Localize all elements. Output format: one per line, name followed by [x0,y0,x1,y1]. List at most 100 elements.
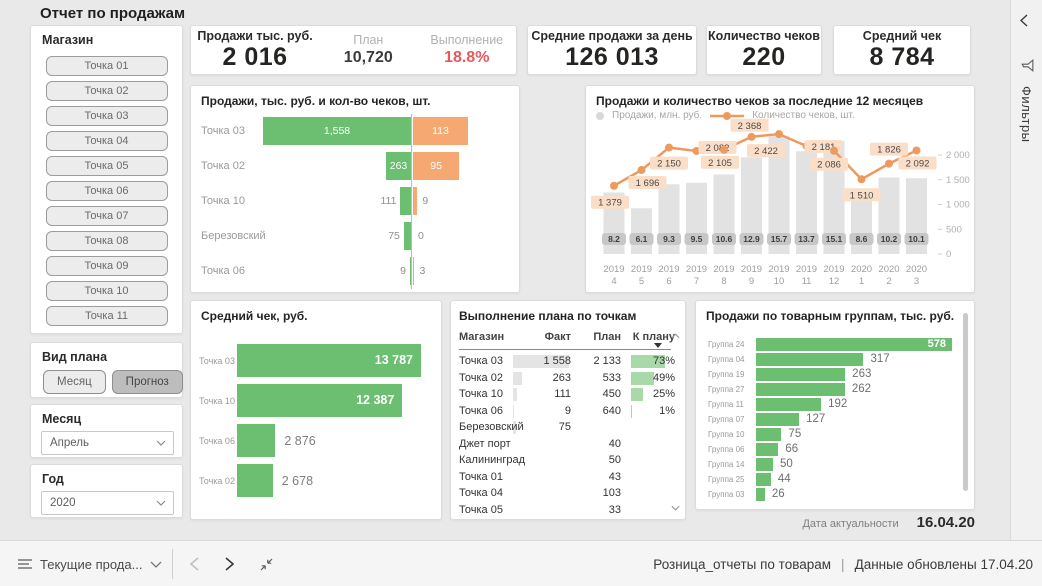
receipts-data-point[interactable] [885,159,893,168]
receipts-data-point[interactable] [830,146,838,155]
sales-bar[interactable] [410,257,411,285]
bar-value-label: 75 [788,428,802,440]
group-sales-bar[interactable] [756,368,846,381]
bar-value-pill [822,233,846,245]
table-row-Точка 04[interactable]: Точка 04 103 [451,485,685,502]
sort-descending-icon[interactable] [654,343,662,348]
table-row-Точка 06[interactable]: Точка 06 9 640 1% [451,403,685,420]
receipts-bar[interactable]: 113 [413,117,468,145]
group-sales-bar[interactable] [756,443,779,456]
legend-line-label: Количество чеков, шт. [752,110,855,121]
sales-column-2019-10[interactable] [768,136,790,254]
scroll-up-icon[interactable] [671,333,680,339]
receipts-data-point[interactable] [775,130,783,139]
store-button-5[interactable]: Точка 05 [45,156,168,176]
bar-value-pill [684,233,709,245]
receipts-data-point[interactable] [610,181,618,190]
sales-column-2019-5[interactable] [631,208,652,254]
store-button-6[interactable]: Точка 06 [45,181,168,201]
col-fact[interactable]: Факт [544,331,571,343]
store-button-10[interactable]: Точка 10 [45,281,168,301]
expand-pane-chevron-icon[interactable] [1020,14,1028,27]
table-row-Джет порт[interactable]: Джет порт 40 [451,436,685,453]
plan-type-button-2[interactable]: Прогноз [111,370,183,394]
fit-to-page-icon[interactable] [260,558,273,571]
group-sales-bar[interactable] [756,383,845,396]
chevron-down-icon [156,500,166,506]
scroll-down-icon[interactable] [671,505,680,511]
sales-column-2019-9[interactable] [741,157,762,254]
year-dropdown[interactable]: 2020 [41,491,174,515]
bar-value-label: 2 876 [284,434,316,448]
cell-store: Точка 02 [459,371,503,384]
avg-check-bar[interactable]: 12 387 [237,384,403,417]
avg-check-bar[interactable] [237,464,273,497]
group-sales-bar[interactable] [756,398,822,411]
receipts-data-point[interactable] [747,132,756,141]
receipts-data-point[interactable] [720,145,728,154]
category-label: Группа 25 [708,475,745,484]
store-button-1[interactable]: Точка 01 [45,56,168,76]
cell-store: Точка 01 [459,470,503,483]
current-page-label: Текущие прода... [40,556,143,572]
table-row-Точка 05[interactable]: Точка 05 33 [451,502,685,519]
sales-bar[interactable] [403,222,411,250]
receipts-data-point[interactable] [857,175,866,184]
table-row-Калининград[interactable]: Калининград 50 [451,452,685,469]
receipts-bar[interactable] [413,257,415,285]
store-button-3[interactable]: Точка 03 [45,106,168,126]
previous-page-icon[interactable] [190,557,199,571]
table-row-Точка 10[interactable]: Точка 10 111 450 25% [451,386,685,403]
sales-bar[interactable]: 1,558 [263,117,411,145]
vertical-scrollbar[interactable] [963,313,968,491]
group-sales-bar[interactable] [756,428,782,441]
filters-pane-collapsed: Фильтры [1010,0,1042,540]
kpi-card-receipt-count: Количество чеков 220 [706,25,822,75]
group-sales-bar[interactable]: 578 [756,338,952,351]
x-axis-month-label: 4 [611,276,616,287]
cell-plan: 50 [608,454,621,466]
line-value-label: 1 696 [636,178,660,189]
store-button-8[interactable]: Точка 08 [45,231,168,251]
next-page-icon[interactable] [225,557,234,571]
table-row-Точка 02[interactable]: Точка 02 263 533 49% [451,370,685,387]
sales-bar[interactable]: 263 [386,152,411,180]
month-dropdown[interactable]: Апрель [41,431,174,455]
receipts-data-point[interactable] [637,166,646,175]
receipts-data-point[interactable] [665,143,673,152]
table-row-Точка 01[interactable]: Точка 01 43 [451,469,685,486]
group-sales-bar[interactable] [756,473,771,486]
fact-data-bar [513,371,523,385]
group-sales-bar[interactable] [756,458,773,471]
kpi-card-avg-check: Средний чек 8 784 [833,25,971,75]
bar-value-label: 9 [400,265,406,277]
kpi-card-avg-daily-sales: Средние продажи за день 126 013 [527,25,697,75]
store-button-2[interactable]: Точка 02 [45,81,168,101]
store-button-9[interactable]: Точка 09 [45,256,168,276]
group-sales-bar[interactable] [756,353,864,366]
store-button-4[interactable]: Точка 04 [45,131,168,151]
table-row-Березовский[interactable]: Березовский 75 [451,419,685,436]
table-row-Точка 03[interactable]: Точка 03 1 558 2 133 73% [451,353,685,370]
groups-plot-area: Группа 24 578 Группа 04 317 Группа 19 263 Груп… [696,337,974,503]
receipts-data-point[interactable] [912,146,921,155]
filter-funnel-icon[interactable] [1020,58,1035,73]
col-to-plan[interactable]: К плану [632,331,675,343]
store-button-7[interactable]: Точка 07 [45,206,168,226]
plan-type-button-1[interactable]: Месяц [43,370,106,394]
col-store[interactable]: Магазин [459,331,505,343]
sales-column-2019-11[interactable] [796,151,817,254]
category-label: Березовский [201,230,266,242]
sales-bar[interactable] [400,187,411,215]
bar-value-label: 13.7 [798,234,815,244]
group-sales-bar[interactable] [756,413,800,426]
page-selector[interactable]: Текущие прода... [18,557,162,572]
y-axis-tick-label: 0 [946,249,951,260]
col-plan[interactable]: План [593,331,621,343]
receipts-bar[interactable] [413,187,418,215]
store-button-11[interactable]: Точка 11 [45,306,168,326]
group-sales-bar[interactable] [756,488,765,501]
receipts-bar[interactable]: 95 [413,152,460,180]
avg-check-bar[interactable] [237,424,276,457]
avg-check-bar[interactable]: 13 787 [237,344,421,377]
